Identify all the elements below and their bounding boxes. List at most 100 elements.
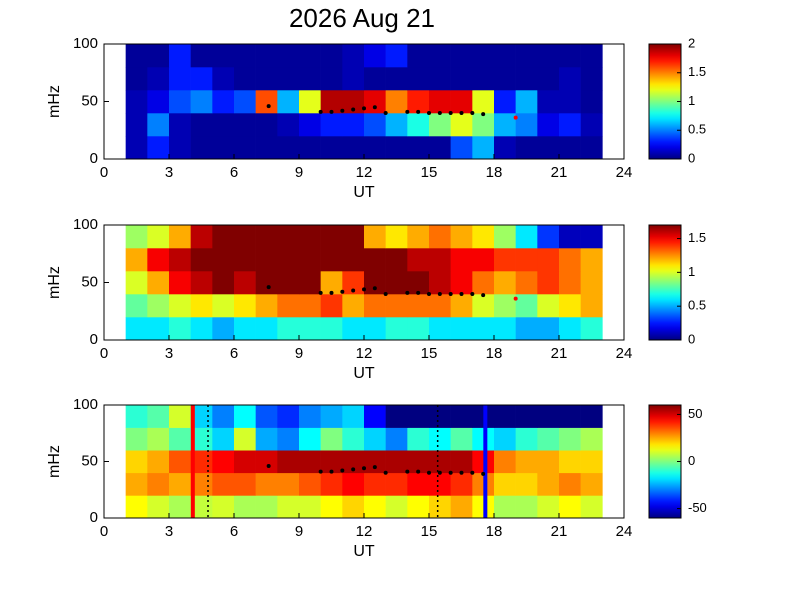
- heatmap-cell: [559, 90, 581, 114]
- marker: [470, 292, 475, 296]
- x-tick-label: 12: [356, 523, 373, 540]
- heatmap-cell: [429, 136, 451, 160]
- colorbar-tick-label: 0: [688, 453, 695, 468]
- heatmap-cell: [537, 472, 560, 496]
- marker: [383, 111, 388, 115]
- heatmap-cell: [190, 90, 213, 114]
- heatmap-cell: [169, 294, 191, 318]
- heatmap-cell: [169, 136, 191, 160]
- heatmap-cell: [320, 67, 343, 91]
- heatmap-cell: [429, 317, 451, 341]
- marker: [266, 464, 271, 469]
- heatmap-cell: [342, 136, 365, 160]
- heatmap-cell: [580, 44, 603, 68]
- heatmap-cell: [169, 450, 191, 474]
- heatmap-cell: [385, 294, 408, 318]
- marker: [351, 467, 356, 472]
- heatmap-cell: [429, 44, 451, 68]
- heatmap-cell: [364, 294, 386, 318]
- heatmap-cell: [537, 90, 560, 114]
- colorbar-tick-label: 1: [688, 93, 695, 108]
- heatmap-cell: [429, 248, 451, 272]
- heatmap-cell: [169, 405, 191, 428]
- chart-title: 2026 Aug 21: [289, 3, 435, 33]
- heatmap-cell: [342, 90, 365, 114]
- heatmap-cell: [515, 113, 538, 137]
- heatmap-cell: [364, 495, 386, 519]
- heatmap-cell: [212, 427, 235, 451]
- heatmap-cell: [385, 225, 408, 249]
- marker: [362, 106, 366, 111]
- marker: [437, 470, 442, 475]
- heatmap-cell: [342, 271, 365, 295]
- heatmap-cell: [147, 90, 170, 114]
- heatmap-cell: [299, 44, 321, 68]
- marker: [448, 292, 453, 296]
- marker: [362, 466, 366, 471]
- colorbar-tick-label: 0.5: [688, 122, 706, 137]
- heatmap-cell: [342, 405, 365, 428]
- x-tick-label: 0: [100, 345, 108, 362]
- heatmap-cell: [494, 90, 516, 114]
- heatmap-cell: [190, 405, 213, 428]
- heatmap-cell: [429, 405, 451, 428]
- heatmap-cell: [385, 90, 408, 114]
- marker: [329, 469, 334, 474]
- heatmap-cell: [125, 136, 148, 160]
- heatmap-cell: [429, 450, 451, 474]
- heatmap-cell: [450, 271, 473, 295]
- colorbar: [648, 224, 682, 341]
- heatmap-cell: [364, 405, 386, 428]
- heatmap-cell: [342, 44, 365, 68]
- heatmap-cell: [234, 294, 256, 318]
- heatmap-cell: [407, 225, 430, 249]
- heatmap-cell: [364, 67, 386, 91]
- heatmap-cell: [450, 472, 473, 496]
- x-tick-label: 12: [356, 164, 373, 181]
- heatmap-cell: [385, 136, 408, 160]
- colorbar-tick-label: 0: [688, 331, 695, 346]
- heatmap-cell: [559, 472, 581, 496]
- x-tick-label: 18: [486, 164, 503, 181]
- marker: [351, 288, 356, 293]
- heatmap-cell: [255, 427, 278, 451]
- heatmap-cell: [169, 44, 191, 68]
- heatmap-cell: [494, 113, 516, 137]
- x-tick-label: 21: [551, 164, 568, 181]
- marker: [437, 292, 442, 296]
- heatmap-cell: [364, 113, 386, 137]
- x-tick-label: 18: [486, 345, 503, 362]
- y-axis-label: mHz: [46, 445, 63, 478]
- heatmap-cell: [580, 450, 603, 474]
- heatmap-cell: [364, 472, 386, 496]
- heatmap-cell: [234, 271, 256, 295]
- heatmap-cell: [364, 225, 386, 249]
- heatmap-cell: [472, 248, 495, 272]
- heatmap-cell: [299, 405, 321, 428]
- marker: [372, 286, 377, 291]
- heatmap-cell: [537, 136, 560, 160]
- heatmap-cell: [494, 67, 516, 91]
- heatmap-cell: [147, 450, 170, 474]
- heatmap-cell: [494, 44, 516, 68]
- heatmap-cell: [320, 44, 343, 68]
- heatmap-cell: [299, 248, 321, 272]
- x-tick-label: 24: [616, 164, 633, 181]
- marker: [427, 292, 431, 296]
- colorbar-tick-label: 50: [688, 406, 702, 421]
- heatmap-cell: [299, 113, 321, 137]
- heatmap-cell: [147, 113, 170, 137]
- heatmap-cell: [255, 113, 278, 137]
- heatmap-cell: [277, 225, 300, 249]
- heatmap-cell: [125, 113, 148, 137]
- heatmap-cell: [255, 248, 278, 272]
- heatmap-cell: [299, 495, 321, 519]
- heatmap-cell: [580, 90, 603, 114]
- heatmap-cell: [277, 136, 300, 160]
- heatmap-cell: [212, 495, 235, 519]
- heatmap-cell: [537, 294, 560, 318]
- heatmap-cell: [212, 136, 235, 160]
- heatmap-cell: [320, 472, 343, 496]
- heatmap-cell: [125, 67, 148, 91]
- marker: [459, 470, 464, 475]
